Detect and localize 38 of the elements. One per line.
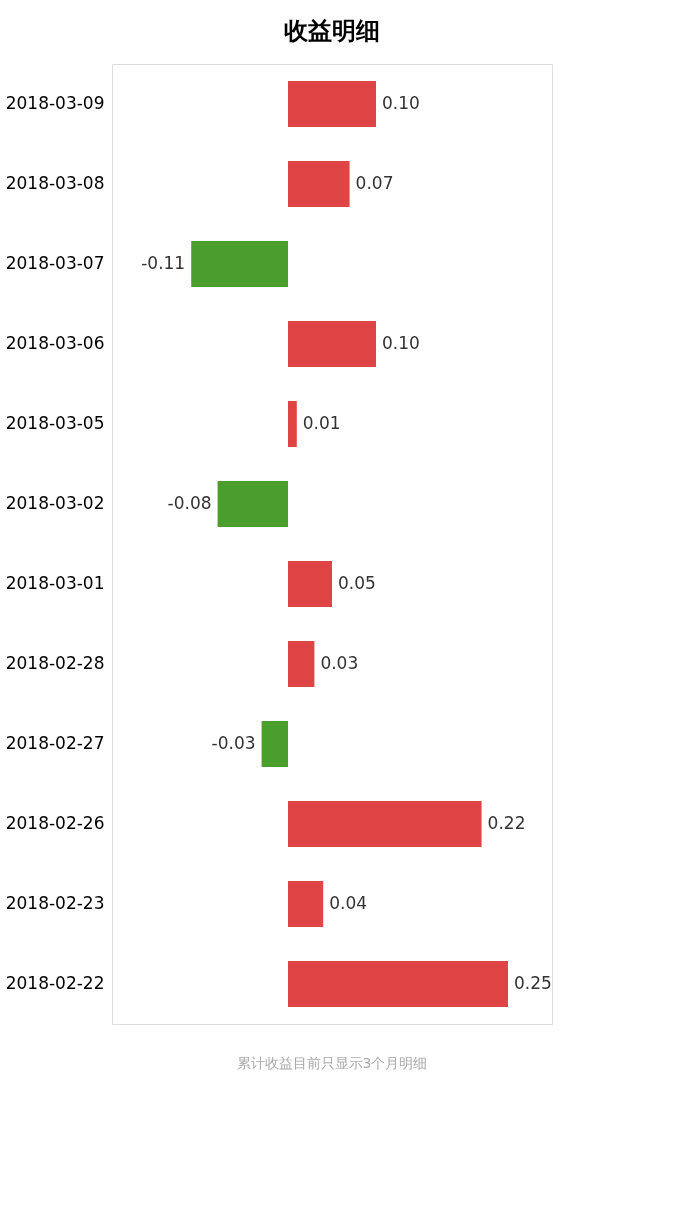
- y-tick-label: 2018-03-08: [5, 173, 105, 193]
- y-tick-label: 2018-03-07: [5, 253, 105, 273]
- y-tick-label: 2018-03-05: [5, 413, 105, 433]
- bar: [288, 561, 332, 607]
- y-tick-label: 2018-03-06: [5, 333, 105, 353]
- data-label: 0.07: [355, 173, 394, 193]
- data-label: 0.22: [487, 813, 526, 833]
- data-label: 0.04: [329, 893, 368, 913]
- data-label: 0.01: [302, 413, 341, 433]
- bar: [288, 401, 297, 447]
- bar: [288, 641, 315, 687]
- data-label: -0.11: [141, 253, 186, 273]
- y-tick-label: 2018-03-02: [5, 493, 105, 513]
- y-tick-label: 2018-03-01: [5, 573, 105, 593]
- data-label: 0.10: [382, 93, 420, 113]
- y-tick-label: 2018-03-09: [5, 93, 105, 113]
- data-label: -0.03: [211, 733, 256, 753]
- y-tick-label: 2018-02-27: [5, 733, 105, 753]
- bar: [217, 481, 288, 527]
- bar: [288, 961, 508, 1007]
- y-tick-label: 2018-02-22: [5, 973, 105, 993]
- bar: [288, 801, 482, 847]
- bar: [191, 241, 288, 287]
- chart-title: 收益明细: [284, 17, 380, 45]
- bar: [288, 161, 350, 207]
- data-label: 0.10: [382, 333, 420, 353]
- y-tick-label: 2018-02-26: [5, 813, 105, 833]
- data-label: 0.25: [514, 973, 552, 993]
- bar: [288, 81, 376, 127]
- bar: [288, 321, 376, 367]
- data-label: 0.03: [320, 653, 359, 673]
- data-label: 0.05: [338, 573, 376, 593]
- bar: [261, 721, 288, 767]
- y-tick-label: 2018-02-23: [5, 893, 105, 913]
- data-label: -0.08: [167, 493, 212, 513]
- y-tick-label: 2018-02-28: [5, 653, 105, 673]
- text: 累计收益目前只显示3个月明细: [236, 1055, 428, 1071]
- bar: [288, 881, 324, 927]
